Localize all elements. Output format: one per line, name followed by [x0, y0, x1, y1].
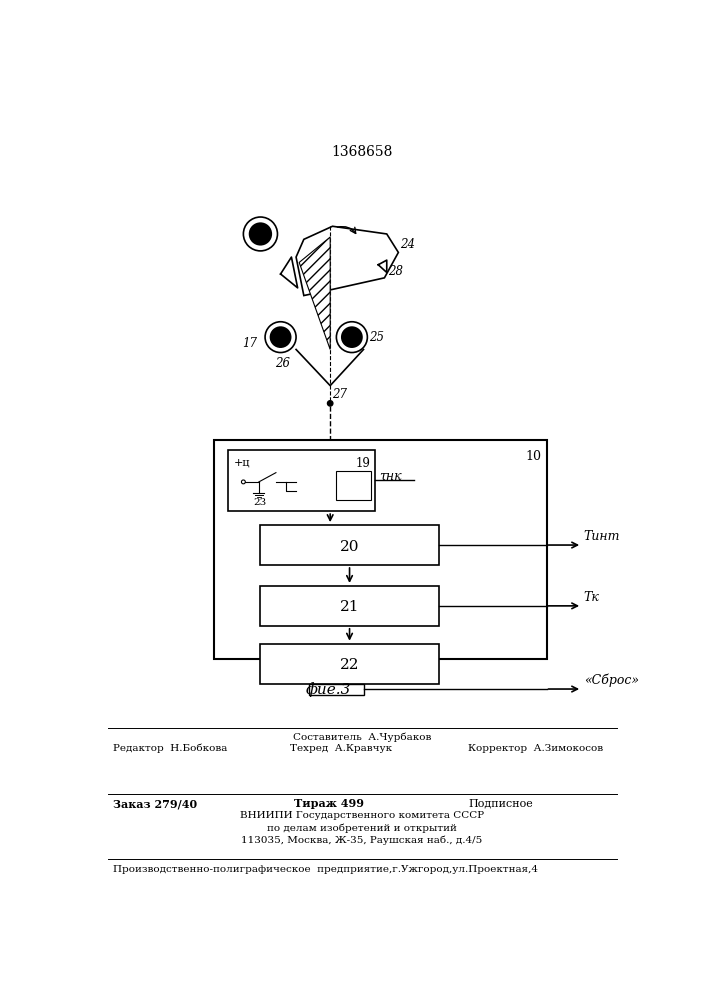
Text: Тираж 499: Тираж 499 — [293, 798, 363, 809]
Circle shape — [337, 322, 368, 353]
Text: 28: 28 — [388, 265, 403, 278]
Text: Подписное: Подписное — [468, 798, 533, 808]
Bar — [260, 525, 438, 565]
Text: 25: 25 — [369, 331, 384, 344]
Circle shape — [341, 327, 362, 347]
Bar — [260, 644, 438, 684]
Bar — [337, 471, 371, 500]
Bar — [228, 450, 375, 511]
Text: 26: 26 — [274, 357, 290, 370]
Text: 17: 17 — [243, 337, 257, 350]
Text: τнк: τнк — [379, 469, 402, 482]
Text: 10: 10 — [525, 450, 541, 463]
Text: Редактор  Н.Бобкова: Редактор Н.Бобкова — [113, 744, 228, 753]
Circle shape — [327, 401, 333, 406]
Bar — [260, 586, 438, 626]
Text: Составитель  А.Чурбаков: Составитель А.Чурбаков — [293, 732, 431, 742]
Text: 1368658: 1368658 — [332, 145, 392, 159]
Circle shape — [265, 322, 296, 353]
Circle shape — [271, 327, 291, 347]
Text: «Сброс»: «Сброс» — [583, 673, 638, 687]
Circle shape — [250, 223, 271, 245]
Polygon shape — [299, 237, 330, 349]
Text: 22: 22 — [340, 658, 359, 672]
Text: Техред  А.Кравчук: Техред А.Кравчук — [290, 744, 392, 753]
Text: ВНИИПИ Государственного комитета СССР: ВНИИПИ Государственного комитета СССР — [240, 811, 484, 820]
Text: Τк: Τк — [583, 591, 600, 604]
Text: +ц: +ц — [234, 457, 250, 467]
Text: 24: 24 — [400, 238, 415, 251]
Circle shape — [243, 217, 277, 251]
Text: 20: 20 — [340, 540, 359, 554]
Text: 113035, Москва, Ж-35, Раушская наб., д.4/5: 113035, Москва, Ж-35, Раушская наб., д.4… — [241, 835, 483, 845]
Text: Производственно-полиграфическое  предприятие,г.Ужгород,ул.Проектная,4: Производственно-полиграфическое предприя… — [113, 865, 538, 874]
Bar — [214, 440, 547, 659]
Text: Корректор  А.Зимокосов: Корректор А.Зимокосов — [468, 744, 603, 753]
Text: 19: 19 — [356, 457, 370, 470]
Text: Заказ 279/40: Заказ 279/40 — [113, 798, 197, 809]
Text: фие.3: фие.3 — [306, 682, 351, 697]
Text: 23: 23 — [254, 498, 267, 507]
Bar — [309, 684, 363, 695]
Text: Τинт: Τинт — [583, 530, 620, 543]
Text: по делам изобретений и открытий: по делам изобретений и открытий — [267, 823, 457, 833]
Text: 27: 27 — [332, 388, 346, 401]
Text: 21: 21 — [340, 600, 359, 614]
